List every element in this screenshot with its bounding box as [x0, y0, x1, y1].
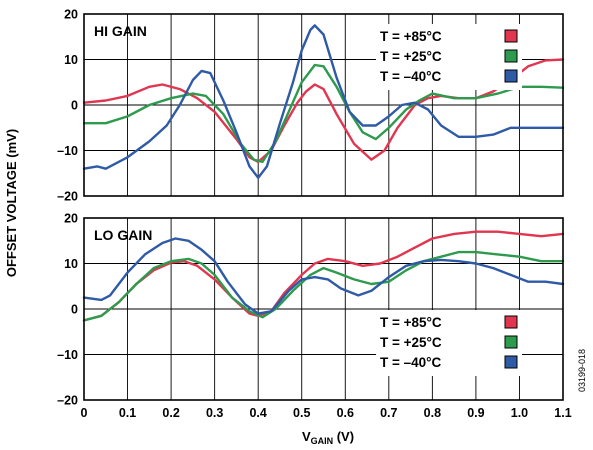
y-tick-label: 0	[71, 303, 78, 317]
series-line-1	[82, 63, 565, 164]
y-tick-label: 20	[64, 8, 78, 22]
x-axis-title-unit: (V)	[333, 429, 354, 444]
legend-label: T = +25°C	[380, 335, 442, 350]
x-tick-label: 0.1	[119, 406, 136, 420]
legend-swatch	[504, 335, 518, 349]
legend-swatch	[504, 315, 518, 329]
y-tick-label: 0	[71, 99, 78, 113]
y-tick-label: –10	[57, 348, 78, 362]
x-axis-title-subscript: GAIN	[311, 436, 334, 446]
x-tick-label: 1.0	[511, 406, 528, 420]
x-tick-label: 0.2	[162, 406, 179, 420]
plot-frame	[83, 13, 564, 197]
series-line-1	[82, 250, 565, 322]
y-tick-label: 10	[64, 53, 78, 67]
panel-label: LO GAIN	[94, 227, 152, 243]
legend-swatch	[504, 49, 518, 63]
panel-label: HI GAIN	[94, 23, 147, 39]
x-tick-label: 1.1	[554, 406, 571, 420]
legend-label: T = –40°C	[380, 69, 442, 84]
panel-hi-gain: 20 10 0 –10 –20 HI GAIN T = +85°C T = +25°C T = …	[57, 8, 565, 204]
legend-swatch	[504, 69, 518, 83]
plot-frame	[83, 217, 564, 401]
x-axis-title-main: V	[302, 429, 311, 444]
y-tick-label: –20	[57, 394, 78, 408]
legend-label: T = +85°C	[380, 315, 442, 330]
figure-id: 03199-018	[577, 349, 587, 392]
x-tick-label: 0.9	[467, 406, 484, 420]
x-tick-label: 0.6	[337, 406, 354, 420]
x-tick-label: 0.5	[293, 406, 310, 420]
x-tick-label: 0.8	[424, 406, 441, 420]
series-line-0	[82, 230, 565, 322]
y-tick-label: –10	[57, 144, 78, 158]
y-tick-label: –20	[57, 190, 78, 204]
y-axis-title: OFFSET VOLTAGE (mV)	[4, 129, 19, 277]
series-line-2	[82, 237, 565, 315]
legend-background	[376, 24, 522, 90]
legend-label: T = –40°C	[380, 355, 442, 370]
series-line-2	[82, 24, 565, 179]
y-tick-label: 20	[64, 212, 78, 226]
x-tick-label: 0.7	[380, 406, 397, 420]
legend-label: T = +25°C	[380, 49, 442, 64]
x-tick-label: 0.4	[249, 406, 266, 420]
legend-swatch	[504, 355, 518, 369]
x-tick-label: 0.3	[206, 406, 223, 420]
legend-background	[376, 310, 522, 376]
x-tick-label: 0	[81, 406, 88, 420]
legend-swatch	[504, 29, 518, 43]
legend-label: T = +85°C	[380, 29, 442, 44]
y-tick-label: 10	[64, 257, 78, 271]
x-axis-title: VGAIN (V)	[302, 429, 354, 446]
